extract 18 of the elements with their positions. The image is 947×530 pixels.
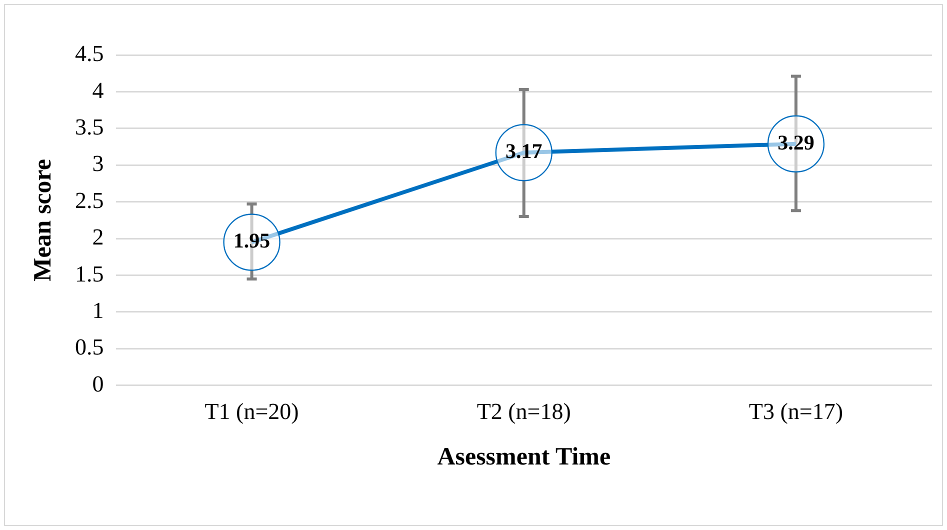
y-axis-title: Mean score xyxy=(29,158,56,282)
x-tick-label: T3 (n=17) xyxy=(748,399,844,424)
x-axis-title: Asessment Time xyxy=(437,443,611,470)
y-tick-label: 1 xyxy=(92,298,104,324)
y-tick-label: 4.5 xyxy=(75,41,104,66)
x-tick-label: T2 (n=18) xyxy=(476,399,571,424)
y-tick-label: 4 xyxy=(92,78,104,103)
data-label: 3.17 xyxy=(506,139,542,164)
data-label: 3.29 xyxy=(778,130,814,154)
y-tick-label: 3.5 xyxy=(75,114,104,140)
y-tick-label: 1.5 xyxy=(75,261,104,286)
y-tick-label: 0.5 xyxy=(75,334,104,360)
y-tick-label: 2 xyxy=(92,224,104,250)
data-label: 1.95 xyxy=(233,228,270,253)
y-tick-label: 0 xyxy=(92,371,104,396)
x-tick-label: T1 (n=20) xyxy=(204,399,299,424)
y-tick-label: 3 xyxy=(92,151,104,176)
y-tick-label: 2.5 xyxy=(75,188,104,213)
